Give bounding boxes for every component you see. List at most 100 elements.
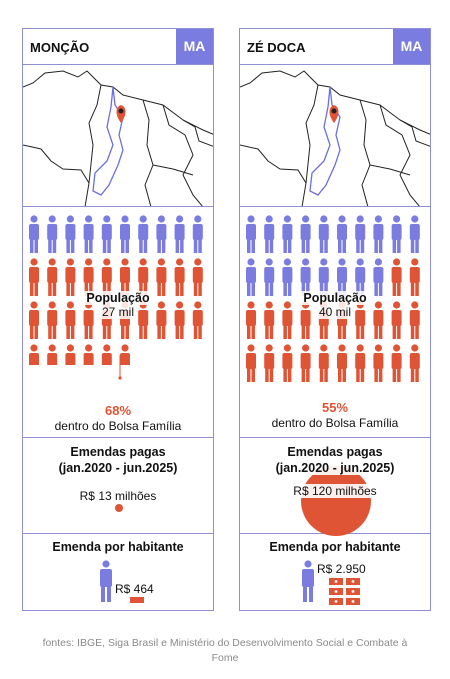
person-icon: [174, 258, 185, 296]
person-icon: [355, 215, 366, 253]
person-icon: [264, 258, 275, 296]
per-habitant-section: Emenda por habitante R$ 2.950: [240, 534, 430, 610]
person-icon: [282, 301, 293, 339]
per-habitant-title: Emenda por habitante: [269, 540, 401, 554]
city-name: ZÉ DOCA: [247, 40, 306, 55]
person-icon: [246, 344, 256, 382]
person-icon: [65, 301, 76, 339]
person-icon: [318, 258, 329, 296]
person-icon: [302, 560, 314, 602]
person-icon: [65, 258, 76, 296]
person-icon: [174, 215, 185, 253]
emendas-period: (jan.2020 - jun.2025): [58, 461, 178, 475]
person-icon: [174, 301, 185, 339]
person-icon: [409, 344, 420, 382]
person-icon: [246, 301, 256, 339]
person-icon: [29, 258, 39, 296]
population-section: População 27 mil 68% dentro do Bolsa Fam…: [23, 207, 213, 438]
emendas-section: Emendas pagas (jan.2020 - jun.2025) R$ 1…: [240, 438, 430, 536]
person-icon: [373, 301, 384, 339]
emendas-section: Emendas pagas (jan.2020 - jun.2025) R$ 1…: [23, 438, 213, 534]
person-icon: [409, 215, 420, 253]
population-value: 40 mil: [316, 305, 353, 319]
map-graphic: [240, 70, 430, 206]
card-header: MONÇÃO MA: [23, 29, 213, 65]
person-icon: [246, 215, 256, 253]
person-icon: [300, 215, 311, 253]
person-icon: [409, 301, 420, 339]
person-icon: [337, 258, 347, 296]
location-map: [23, 65, 213, 207]
map-graphic: [23, 70, 213, 206]
person-icon: [264, 215, 275, 253]
person-icon: [100, 560, 112, 602]
person-icon: [391, 344, 402, 382]
person-icon: [138, 258, 149, 296]
person-icon: [337, 215, 347, 253]
person-icon: [138, 215, 149, 253]
emendas-bubble: [301, 466, 371, 536]
person-icon: [29, 344, 39, 365]
money-stack-icon: [329, 578, 360, 605]
person-icon: [47, 344, 58, 365]
person-icon: [337, 344, 347, 382]
person-icon: [391, 301, 402, 339]
person-icon: [29, 301, 39, 339]
person-icon: [355, 344, 366, 382]
emendas-bubble: [115, 504, 123, 512]
population-label: População: [84, 291, 152, 305]
person-icon: [47, 258, 58, 296]
emendas-value: R$ 120 milhões: [293, 484, 377, 498]
person-icon: [318, 215, 329, 253]
location-pin-icon: [329, 105, 339, 123]
person-icon: [29, 215, 39, 253]
person-icon: [409, 258, 420, 296]
person-icon: [355, 258, 366, 296]
bolsa-label: dentro do Bolsa Família: [54, 419, 182, 433]
person-icon: [120, 258, 130, 296]
population-value: 27 mil: [99, 305, 136, 319]
person-icon: [192, 258, 203, 296]
pointer-line: [118, 355, 122, 380]
population-pictogram: [246, 215, 420, 382]
person-icon: [120, 344, 130, 365]
per-habitant-value: R$ 464: [115, 582, 154, 596]
state-badge: MA: [176, 29, 213, 64]
emendas-value: R$ 13 milhões: [79, 489, 157, 503]
bolsa-percent: 55%: [321, 400, 349, 415]
person-icon: [264, 301, 275, 339]
person-icon: [373, 258, 384, 296]
per-habitant-value: R$ 2.950: [317, 562, 366, 576]
sources-footer: fontes: IBGE, Siga Brasil e Ministério d…: [42, 637, 408, 664]
population-section: População 40 mil 55% dentro do Bolsa Fam…: [240, 207, 430, 438]
person-icon: [156, 301, 167, 339]
location-pin-icon: [116, 105, 126, 123]
location-map: [240, 65, 430, 207]
person-icon: [318, 344, 329, 382]
card-header: ZÉ DOCA MA: [240, 29, 430, 65]
person-icon: [120, 215, 130, 253]
person-icon: [246, 258, 256, 296]
person-icon: [65, 344, 76, 365]
emendas-title: Emendas pagas: [287, 445, 383, 459]
per-habitant-title: Emenda por habitante: [52, 540, 184, 554]
person-icon: [373, 344, 384, 382]
person-icon: [156, 215, 167, 253]
person-icon: [65, 215, 76, 253]
person-icon: [192, 215, 203, 253]
person-icon: [47, 301, 58, 339]
person-icon: [300, 258, 311, 296]
person-icon: [101, 215, 112, 253]
state-badge: MA: [393, 29, 430, 64]
person-icon: [282, 344, 293, 382]
bolsa-label: dentro do Bolsa Família: [271, 416, 399, 430]
person-icon: [391, 258, 402, 296]
person-icon: [156, 258, 167, 296]
bolsa-percent: 68%: [104, 403, 132, 418]
money-icon: [130, 597, 144, 603]
person-icon: [282, 258, 293, 296]
person-icon: [282, 215, 293, 253]
person-icon: [300, 344, 311, 382]
person-icon: [101, 344, 112, 365]
person-icon: [373, 215, 384, 253]
